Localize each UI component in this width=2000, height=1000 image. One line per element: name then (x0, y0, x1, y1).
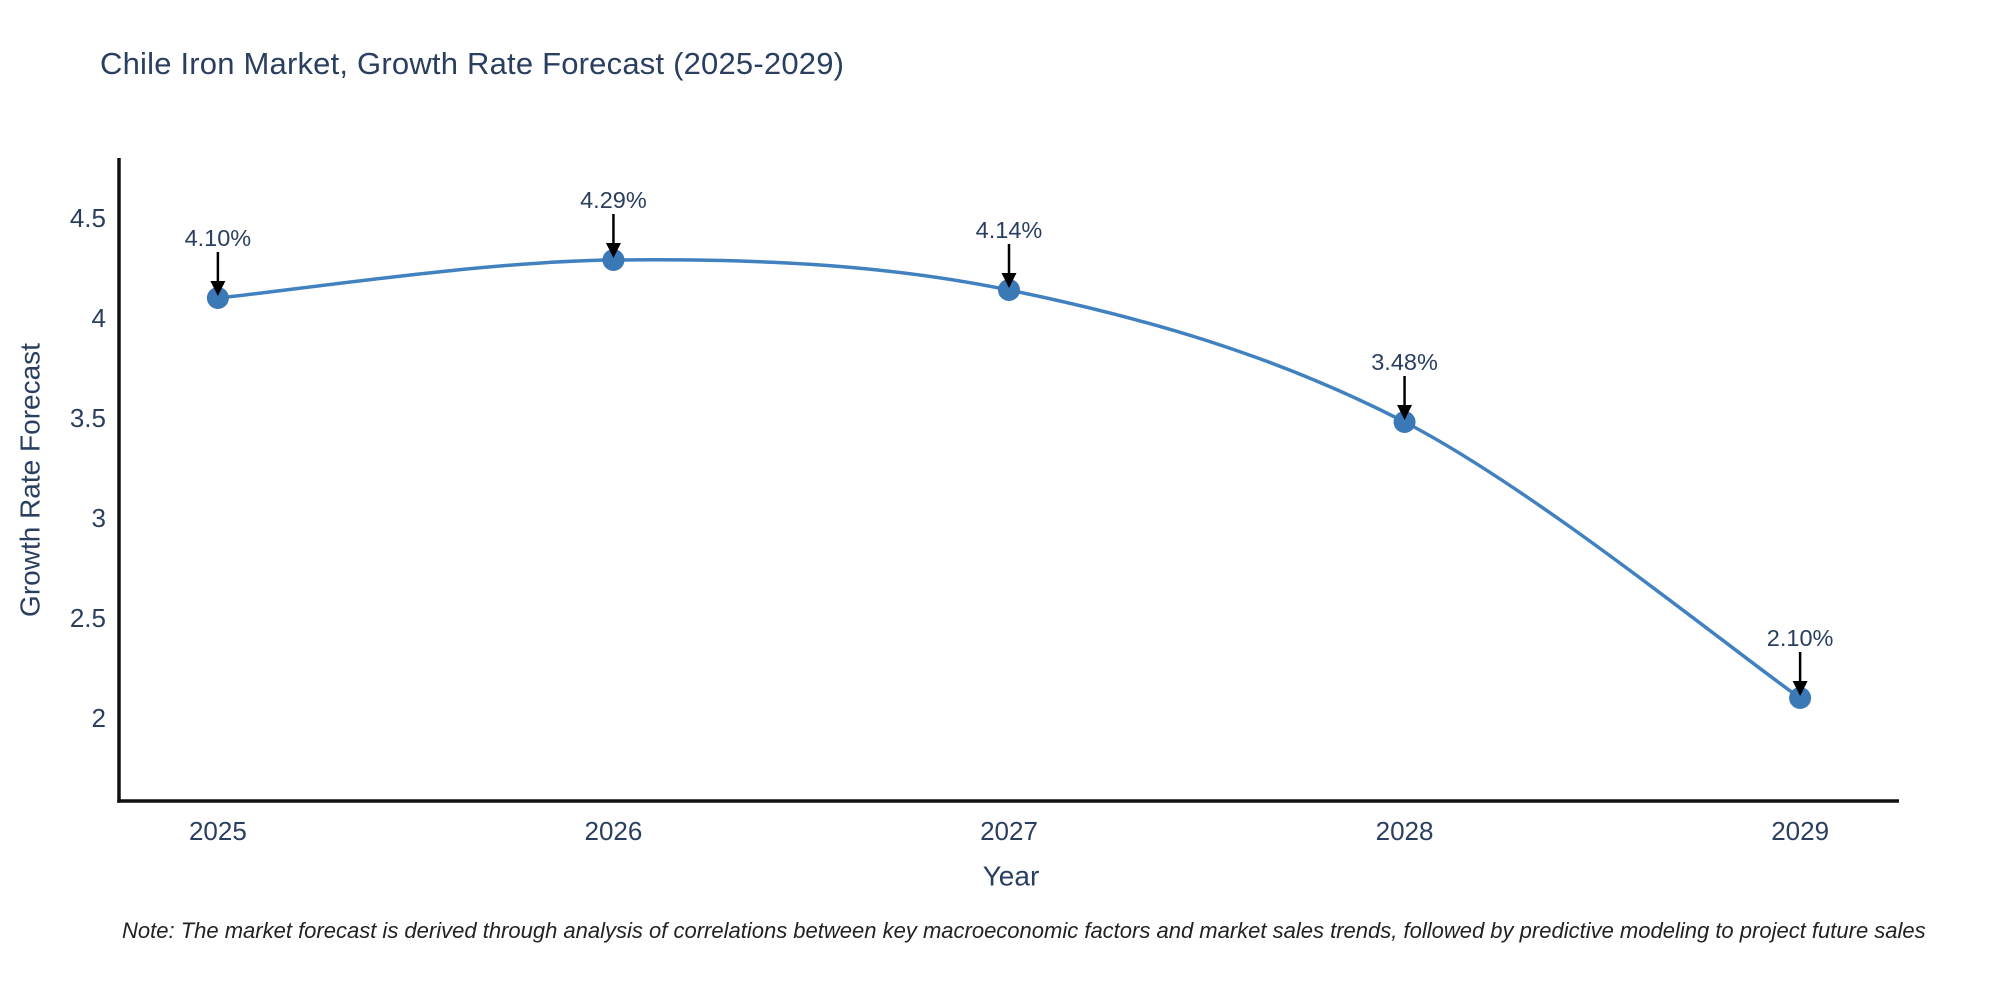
annotation-arrowhead-icon (1792, 681, 1808, 696)
data-point-label: 4.14% (976, 217, 1043, 243)
footnote: Note: The market forecast is derived thr… (122, 918, 1926, 943)
x-tick-label: 2026 (585, 816, 643, 846)
data-point-marker-2028[interactable] (1393, 411, 1416, 433)
y-tick-label: 2 (92, 703, 106, 733)
y-tick-label: 4 (92, 303, 106, 333)
y-tick-label: 3.5 (70, 403, 106, 433)
data-point-label: 2.10% (1767, 625, 1834, 651)
y-tick-label: 2.5 (70, 603, 106, 633)
y-tick-label: 4.5 (70, 203, 106, 233)
data-point-marker-2029[interactable] (1789, 687, 1812, 709)
annotation-arrowhead-icon (605, 243, 621, 258)
data-point-marker-2026[interactable] (602, 249, 625, 271)
x-tick-label: 2029 (1771, 816, 1829, 846)
data-point-label: 3.48% (1371, 349, 1438, 375)
x-axis-title: Year (983, 861, 1040, 892)
annotation-arrowhead-icon (1001, 273, 1017, 288)
x-tick-label: 2028 (1376, 816, 1434, 846)
x-tick-label: 2025 (189, 816, 247, 846)
data-point-marker-2025[interactable] (206, 287, 229, 309)
y-tick-label: 3 (92, 503, 106, 533)
data-point-marker-2027[interactable] (998, 279, 1020, 301)
annotation-arrowhead-icon (210, 281, 226, 296)
annotation-arrowhead-icon (1397, 405, 1413, 420)
data-point-label: 4.29% (580, 187, 647, 213)
y-axis-title: Growth Rate Forecast (15, 343, 46, 617)
data-point-label: 4.10% (185, 225, 252, 251)
chart-title: Chile Iron Market, Growth Rate Forecast … (100, 46, 845, 81)
x-tick-label: 2027 (980, 816, 1038, 846)
forecast-line (216, 258, 1802, 700)
